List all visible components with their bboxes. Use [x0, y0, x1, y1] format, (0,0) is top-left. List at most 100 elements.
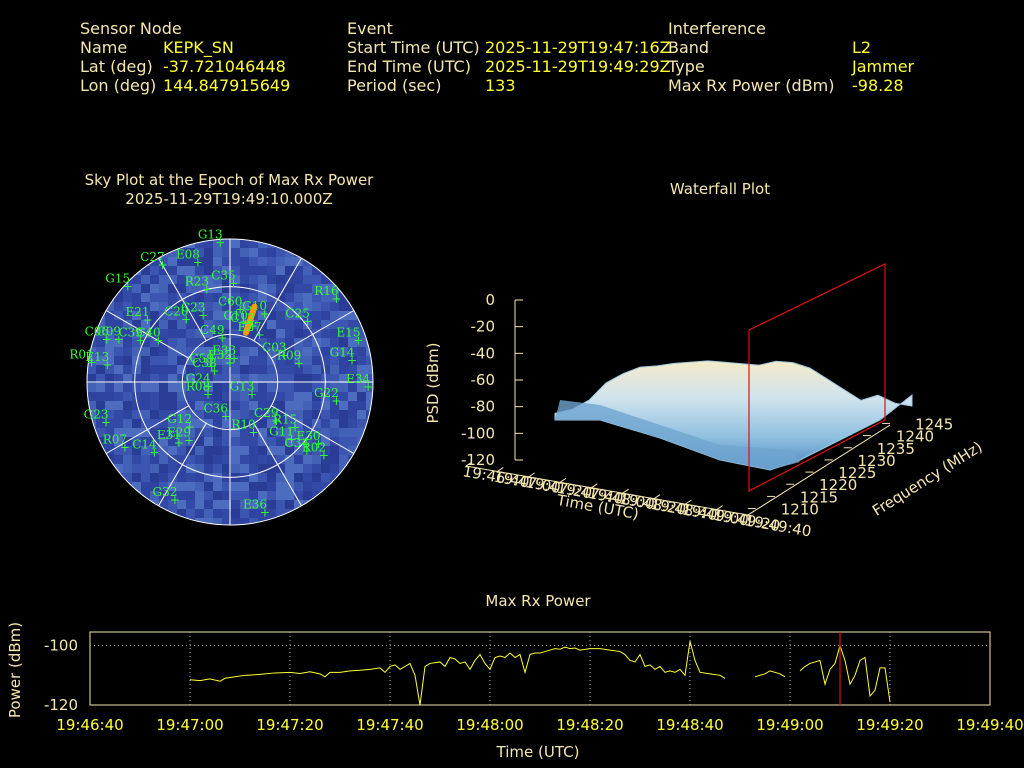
sky-cell [366, 455, 373, 464]
sky-cell [213, 266, 222, 275]
sky-cell [240, 275, 249, 284]
sky-cell [168, 311, 177, 320]
sky-cell [123, 356, 132, 365]
sky-cell [213, 509, 222, 518]
sky-cell [195, 311, 204, 320]
sky-cell [159, 239, 168, 248]
sky-cell [186, 455, 195, 464]
waterfall-time-tick [497, 467, 504, 472]
sky-cell [294, 473, 303, 482]
sky-cell [240, 446, 249, 455]
sky-cell [249, 284, 258, 293]
sky-cell [96, 365, 105, 374]
satellite-label: G23 [84, 407, 109, 421]
sky-cell [105, 338, 114, 347]
sky-cell [258, 455, 267, 464]
sky-cell [150, 419, 159, 428]
sky-cell [294, 428, 303, 437]
sky-cell [321, 356, 330, 365]
sky-cell [204, 239, 213, 248]
sky-cell [195, 473, 204, 482]
sky-cell [267, 347, 276, 356]
sky-cell [258, 374, 267, 383]
sky-cell [123, 293, 132, 302]
satellite-marker: + [198, 309, 208, 323]
sky-cell [141, 365, 150, 374]
sky-cell [258, 437, 267, 446]
sky-cell [132, 347, 141, 356]
sky-cell [105, 401, 114, 410]
sky-cell [159, 383, 168, 392]
sky-cell [123, 518, 132, 525]
sky-cell [321, 437, 330, 446]
sky-cell [267, 329, 276, 338]
sky-cell [294, 446, 303, 455]
sky-cell [141, 401, 150, 410]
sky-cell [366, 383, 373, 392]
sky-cell [285, 428, 294, 437]
sky-cell [267, 491, 276, 500]
sky-cell [96, 275, 105, 284]
sky-cell [258, 491, 267, 500]
sky-cell [267, 248, 276, 257]
waterfall-time-tick [622, 488, 629, 494]
sky-cell [240, 338, 249, 347]
sky-cell [357, 392, 366, 401]
sky-cell [258, 392, 267, 401]
sky-cell [303, 437, 312, 446]
sky-cell [348, 446, 357, 455]
sky-cell [339, 518, 348, 525]
satellite-marker: + [193, 255, 203, 269]
sky-cell [105, 383, 114, 392]
sky-cell [177, 518, 186, 525]
sky-cell [123, 365, 132, 374]
sky-cell [105, 257, 114, 266]
sky-cell [105, 419, 114, 428]
sky-cell [258, 248, 267, 257]
sky-cell [231, 275, 240, 284]
sky-cell [321, 302, 330, 311]
sky-cell [357, 248, 366, 257]
satellite-marker: + [235, 303, 245, 317]
sky-cell [267, 311, 276, 320]
sky-cell [213, 320, 222, 329]
sky-cell [159, 338, 168, 347]
sky-cell [186, 311, 195, 320]
sky-cell [132, 383, 141, 392]
sky-cell [348, 419, 357, 428]
satellite-label: E36 [243, 497, 267, 511]
power-x-tick-label: 19:46:40 [56, 716, 123, 734]
sky-cell [348, 374, 357, 383]
sky-cell [348, 293, 357, 302]
sky-cell [321, 518, 330, 525]
sky-cell [132, 401, 141, 410]
sky-cell [204, 464, 213, 473]
sky-cell [303, 464, 312, 473]
sky-cell [132, 446, 141, 455]
sky-cell [114, 482, 123, 491]
sky-cell [366, 482, 373, 491]
sky-cell [159, 437, 168, 446]
sky-cell [213, 473, 222, 482]
sky-cell [303, 482, 312, 491]
sky-cell [339, 491, 348, 500]
sky-cell [105, 320, 114, 329]
sky-cell [249, 455, 258, 464]
sky-cell [222, 410, 231, 419]
sky-cell [132, 419, 141, 428]
sky-cell [276, 248, 285, 257]
sky-cell [366, 293, 373, 302]
sky-cell [96, 446, 105, 455]
sky-cell [96, 428, 105, 437]
sky-cell [285, 284, 294, 293]
satellite-marker: + [353, 333, 363, 347]
waterfall-freq-tick-label: 1210 [781, 501, 819, 519]
sky-cell [114, 257, 123, 266]
satellite-label: G13 [198, 228, 223, 242]
sky-cell [213, 374, 222, 383]
sky-cell [276, 437, 285, 446]
sky-cell [177, 410, 186, 419]
sky-cell [132, 284, 141, 293]
satellite-label: C38 [192, 356, 216, 370]
